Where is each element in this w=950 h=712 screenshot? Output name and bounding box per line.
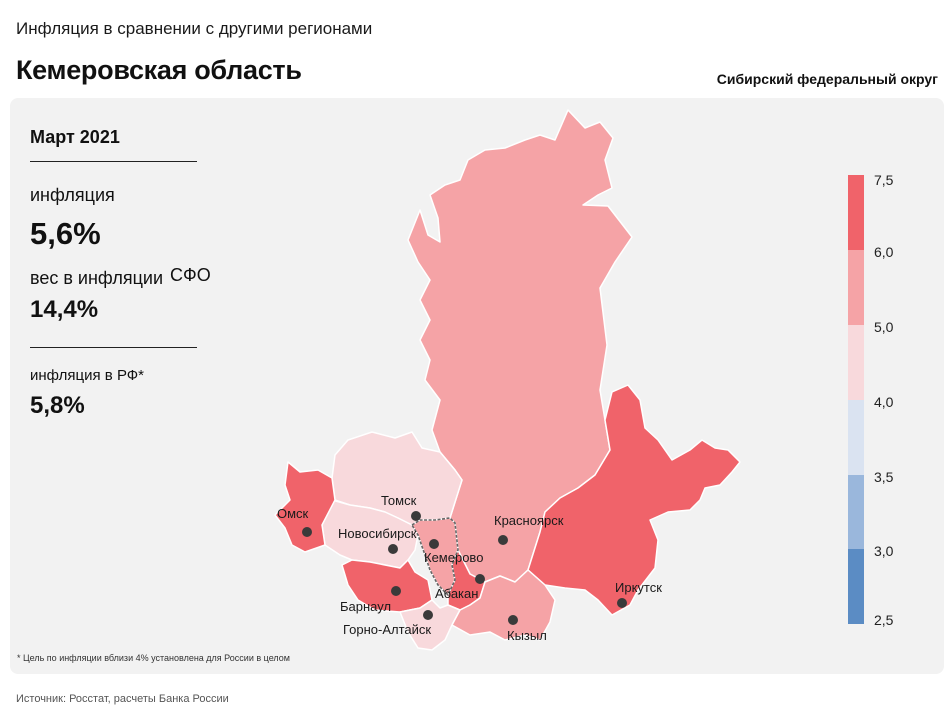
legend-tick: 4,0 bbox=[874, 394, 894, 410]
city-labels: Омск Новосибирск Томск Кемерово Краснояр… bbox=[277, 493, 662, 643]
period-label: Март 2021 bbox=[30, 127, 120, 147]
city-label-krasnoyarsk: Красноярск bbox=[494, 513, 564, 528]
city-marker-gorno-altaysk[interactable] bbox=[423, 610, 433, 620]
subtitle: Инфляция в сравнении с другими регионами bbox=[16, 19, 373, 38]
city-label-omsk: Омск bbox=[277, 506, 309, 521]
region-altai-krai[interactable] bbox=[341, 559, 433, 613]
city-label-gorno-altaysk: Горно-Алтайск bbox=[343, 622, 431, 637]
city-label-novosibirsk: Новосибирск bbox=[338, 526, 417, 541]
legend-tick: 3,5 bbox=[874, 469, 894, 485]
legend-segment bbox=[848, 549, 864, 624]
district-title: Сибирский федеральный округ bbox=[716, 71, 938, 87]
legend-tick: 5,0 bbox=[874, 319, 894, 335]
city-marker-omsk[interactable] bbox=[302, 527, 312, 537]
city-marker-kyzyl[interactable] bbox=[508, 615, 518, 625]
legend-tick: 2,5 bbox=[874, 612, 894, 628]
divider bbox=[30, 347, 197, 348]
city-marker-kemerovo[interactable] bbox=[429, 539, 439, 549]
city-marker-novosibirsk[interactable] bbox=[388, 544, 398, 554]
rf-inflation-value: 5,8% bbox=[30, 392, 85, 419]
legend-tick: 7,5 bbox=[874, 172, 894, 188]
weight-label: вес в инфляции СФО bbox=[30, 265, 211, 289]
inflation-value: 5,6% bbox=[30, 216, 101, 251]
city-marker-abakan[interactable] bbox=[475, 574, 485, 584]
city-marker-irkutsk[interactable] bbox=[617, 598, 627, 608]
weight-label-suffix: СФО bbox=[170, 265, 211, 285]
city-marker-tomsk[interactable] bbox=[411, 511, 421, 521]
legend-segment bbox=[848, 175, 864, 250]
legend-segment bbox=[848, 325, 864, 400]
city-label-kemerovo: Кемерово bbox=[424, 550, 483, 565]
region-title: Кемеровская область bbox=[16, 55, 302, 85]
city-marker-barnaul[interactable] bbox=[391, 586, 401, 596]
weight-label-text: вес в инфляции bbox=[30, 268, 164, 288]
city-label-kyzyl: Кызыл bbox=[507, 628, 547, 643]
legend-segment bbox=[848, 400, 864, 475]
legend-tick: 3,0 bbox=[874, 543, 894, 559]
divider bbox=[30, 161, 197, 162]
region-irkutsk[interactable] bbox=[527, 384, 741, 616]
region-omsk[interactable] bbox=[274, 461, 336, 553]
city-label-tomsk: Томск bbox=[381, 493, 417, 508]
city-markers bbox=[302, 511, 627, 625]
region-tyva[interactable] bbox=[451, 569, 556, 641]
inflation-label: инфляция bbox=[30, 185, 115, 205]
weight-value: 14,4% bbox=[30, 296, 99, 323]
city-label-barnaul: Барнаул bbox=[340, 599, 391, 614]
city-label-irkutsk: Иркутск bbox=[615, 580, 662, 595]
footnote: * Цель по инфляции вблизи 4% установлена… bbox=[17, 653, 290, 663]
city-marker-krasnoyarsk[interactable] bbox=[498, 535, 508, 545]
legend-tick: 6,0 bbox=[874, 244, 894, 260]
city-label-abakan: Абакан bbox=[435, 586, 478, 601]
legend-segment bbox=[848, 475, 864, 549]
rf-inflation-label: инфляция в РФ* bbox=[30, 367, 145, 384]
source-note: Источник: Росстат, расчеты Банка России bbox=[16, 693, 229, 705]
legend-segment bbox=[848, 250, 864, 325]
